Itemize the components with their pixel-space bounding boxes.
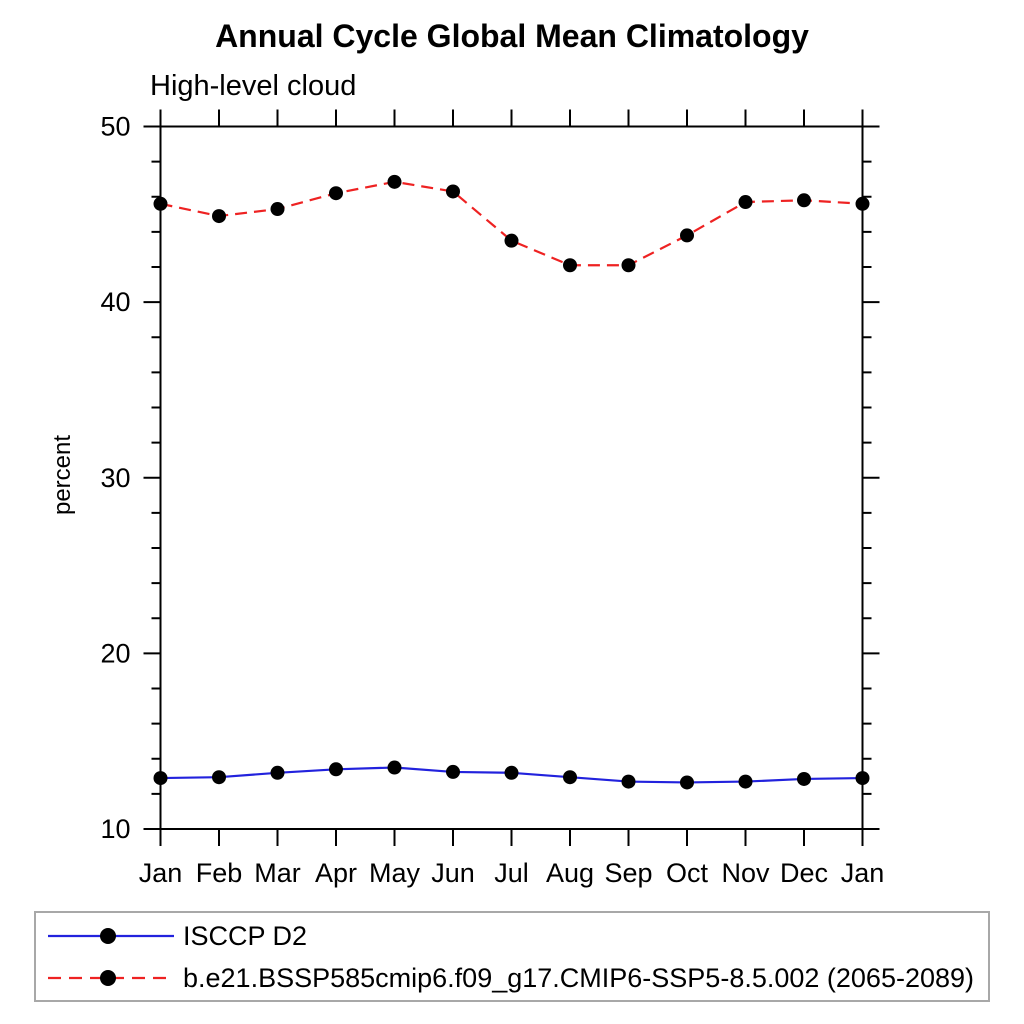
x-tick-label: Apr — [315, 858, 357, 888]
data-point-marker — [329, 762, 343, 777]
data-point-marker — [797, 771, 811, 786]
legend-box: ISCCP D2 b.e21.BSSP585cmip6.f09_g17.CMIP… — [34, 911, 990, 1002]
x-tick-label: Jan — [841, 858, 885, 888]
data-point-marker — [797, 193, 811, 208]
y-tick-label: 20 — [100, 638, 130, 668]
data-point-marker — [504, 765, 519, 780]
legend-item-model: b.e21.BSSP585cmip6.f09_g17.CMIP6-SSP5-8.… — [36, 958, 974, 998]
data-point-marker — [621, 258, 636, 273]
x-tick-label: Jan — [139, 858, 183, 888]
x-tick-label: Aug — [546, 858, 594, 888]
axis-frame — [159, 125, 864, 830]
data-point-marker — [153, 196, 168, 211]
legend-line-sample-solid — [48, 928, 174, 944]
y-tick-label: 40 — [100, 287, 130, 317]
data-point-marker — [563, 258, 577, 273]
data-point-marker — [446, 184, 460, 199]
x-tick-label: Jul — [494, 858, 529, 888]
x-tick-label: Sep — [604, 858, 652, 888]
legend-sample-marker — [100, 970, 116, 986]
data-point-marker — [563, 770, 577, 785]
x-tick-label: Dec — [780, 858, 828, 888]
y-tick-label: 10 — [100, 814, 130, 844]
data-point-marker — [855, 196, 870, 211]
x-tick-label: Jun — [431, 858, 475, 888]
data-point-marker — [855, 771, 870, 786]
legend-sample-marker — [100, 928, 116, 944]
x-tick-label: Nov — [721, 858, 770, 888]
data-point-marker — [270, 765, 285, 780]
data-point-marker — [153, 771, 168, 786]
series-line-1 — [160, 180, 863, 267]
legend-item-isccp: ISCCP D2 — [36, 916, 307, 956]
x-tick-label: Oct — [666, 858, 709, 888]
legend-label: b.e21.BSSP585cmip6.f09_g17.CMIP6-SSP5-8.… — [183, 962, 975, 993]
data-point-marker — [212, 209, 226, 224]
chart-title: Annual Cycle Global Mean Climatology — [215, 18, 809, 54]
chart-subtitle: High-level cloud — [150, 70, 357, 102]
x-tick-label: Feb — [196, 858, 243, 888]
data-point-marker — [387, 760, 402, 775]
data-point-marker — [446, 764, 460, 779]
data-point-marker — [621, 774, 636, 789]
legend-label: ISCCP D2 — [183, 920, 308, 951]
data-point-marker — [270, 202, 285, 217]
data-point-marker — [329, 186, 343, 201]
legend-line-sample-dashed — [48, 970, 174, 986]
y-tick-label: 30 — [100, 463, 130, 493]
data-point-marker — [738, 195, 753, 210]
data-point-marker — [738, 774, 753, 789]
x-tick-label: May — [369, 858, 421, 888]
y-tick-label: 50 — [100, 112, 130, 142]
data-point-marker — [504, 233, 519, 248]
data-point-marker — [212, 770, 226, 785]
data-point-marker — [680, 775, 694, 790]
data-point-marker — [680, 228, 694, 243]
x-tick-label: Mar — [254, 858, 301, 888]
data-point-marker — [387, 174, 402, 189]
